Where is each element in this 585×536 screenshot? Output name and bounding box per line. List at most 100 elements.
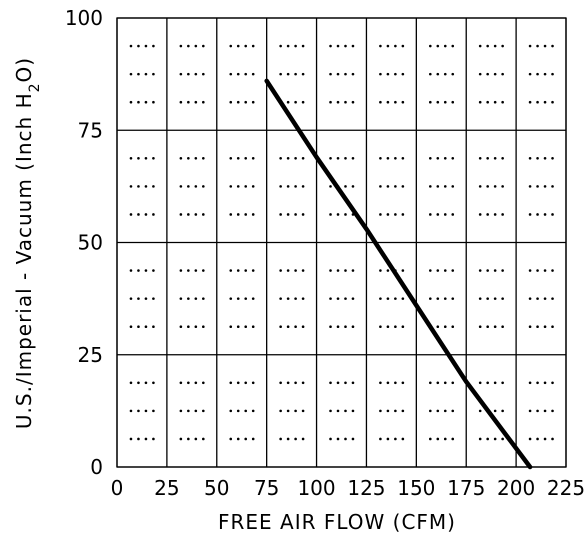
grid-dot: [129, 185, 133, 188]
grid-dot: [443, 100, 447, 104]
grid-dot: [137, 325, 140, 328]
grid-dot: [501, 269, 504, 272]
grid-dot: [329, 185, 332, 188]
grid-dot: [436, 325, 440, 328]
grid-dot: [344, 213, 347, 216]
grid-dot: [301, 185, 305, 188]
grid-dot: [286, 72, 290, 76]
grid-dot: [351, 72, 355, 76]
grid-dot: [286, 44, 290, 48]
grid-dot: [451, 297, 455, 300]
grid-dot: [294, 297, 297, 300]
grid-dot: [501, 185, 504, 188]
grid-dot: [202, 213, 205, 216]
grid-dot: [551, 269, 554, 272]
grid-dot: [351, 409, 355, 413]
grid-dot: [279, 381, 282, 385]
grid-dot: [202, 325, 205, 328]
grid-dot: [279, 213, 282, 216]
grid-dot: [329, 409, 332, 413]
grid-dot: [443, 409, 447, 413]
grid-dot: [301, 297, 305, 300]
grid-dot: [528, 269, 532, 272]
grid-dot: [386, 157, 390, 160]
grid-dot: [129, 297, 133, 300]
grid-dot: [401, 100, 405, 104]
grid-dot: [129, 325, 133, 328]
grid-dot: [543, 409, 547, 413]
grid-dot: [429, 100, 432, 104]
grid-dot: [336, 437, 340, 441]
grid-dot: [486, 72, 489, 76]
grid-dot: [379, 409, 382, 413]
grid-dot: [301, 325, 305, 328]
y-tick-label: 50: [78, 231, 103, 255]
grid-dot: [336, 72, 340, 76]
grid-dot: [152, 157, 155, 160]
grid-dot: [436, 409, 440, 413]
grid-dot: [386, 44, 390, 48]
grid-dot: [478, 381, 482, 385]
major-grid: [116, 17, 567, 468]
grid-dot: [451, 213, 455, 216]
grid-dot: [401, 437, 405, 441]
grid-dot: [301, 437, 305, 441]
grid-dot: [551, 297, 554, 300]
grid-dot: [478, 72, 482, 76]
grid-dot: [137, 437, 140, 441]
grid-dot: [129, 409, 133, 413]
grid-dot: [351, 185, 355, 188]
x-tick-label: 175: [447, 476, 485, 500]
grid-dot: [528, 157, 532, 160]
grid-dot: [543, 297, 547, 300]
grid-dot: [551, 157, 554, 160]
grid-dot: [137, 44, 140, 48]
grid-dot: [301, 381, 305, 385]
grid-dot: [493, 44, 497, 48]
grid-dot: [436, 213, 440, 216]
grid-dot: [202, 72, 205, 76]
grid-dot: [152, 381, 155, 385]
grid-dot: [543, 213, 547, 216]
grid-dot: [528, 185, 532, 188]
grid-dot: [137, 381, 140, 385]
grid-dot: [451, 381, 455, 385]
grid-dot: [528, 100, 532, 104]
grid-dot: [394, 409, 397, 413]
grid-dot: [451, 157, 455, 160]
y-axis-title-main: U.S./Imperial - Vacuum (Inch H: [12, 92, 36, 429]
grid-dot: [486, 157, 489, 160]
grid-dot: [478, 157, 482, 160]
grid-dot: [294, 213, 297, 216]
grid-dot: [251, 213, 255, 216]
grid-dot: [451, 409, 455, 413]
grid-dot: [301, 269, 305, 272]
grid-dot: [379, 269, 382, 272]
grid-dot: [194, 269, 198, 272]
grid-dot: [144, 72, 148, 76]
grid-dot: [443, 72, 447, 76]
grid-dot: [301, 213, 305, 216]
grid-dot: [493, 72, 497, 76]
grid-dot: [179, 44, 183, 48]
grid-dot: [379, 381, 382, 385]
x-tick-label: 200: [497, 476, 535, 500]
series-layer: [264, 78, 533, 470]
grid-dot: [394, 381, 397, 385]
grid-dot: [451, 437, 455, 441]
grid-dot: [229, 381, 233, 385]
grid-dot: [386, 100, 390, 104]
grid-dot: [351, 381, 355, 385]
grid-dot: [493, 213, 497, 216]
grid-dot: [336, 381, 340, 385]
grid-dot: [386, 297, 390, 300]
grid-dot: [137, 185, 140, 188]
grid-dot: [152, 185, 155, 188]
grid-dot: [152, 269, 155, 272]
grid-dot: [551, 44, 554, 48]
grid-dot: [202, 297, 205, 300]
grid-dot: [152, 100, 155, 104]
grid-dot: [493, 297, 497, 300]
grid-dot: [436, 437, 440, 441]
grid-dot: [279, 157, 282, 160]
